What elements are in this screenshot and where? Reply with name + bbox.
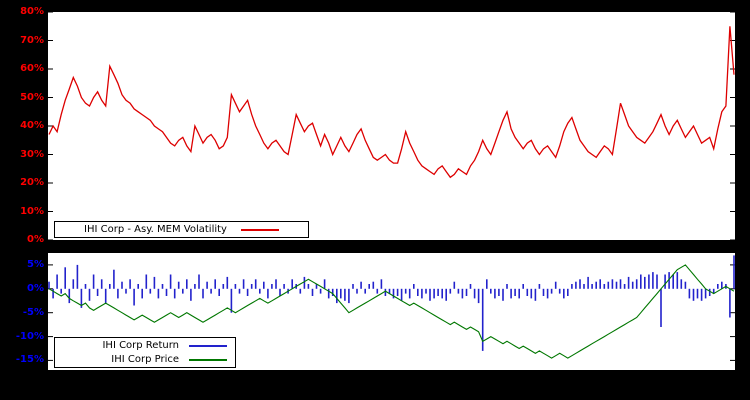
volatility-panel: 80% 70% 60% 50% 40% 30% 20% 10% 0% IHI Corp - As… bbox=[20, 6, 735, 245]
return-legend-label: IHI Corp Return bbox=[102, 340, 179, 351]
y-tick-label: 70% bbox=[20, 35, 44, 46]
y-tick-label: 20% bbox=[20, 177, 44, 188]
return-price-legend: IHI Corp Return IHI Corp Price bbox=[54, 337, 236, 368]
volatility-legend: IHI Corp - Asy. MEM Volatility bbox=[54, 221, 309, 238]
return-price-plot bbox=[48, 255, 735, 361]
volatility-legend-label: IHI Corp - Asy. MEM Volatility bbox=[84, 224, 227, 235]
y-tick-label: 0% bbox=[27, 283, 44, 294]
y-tick-label: 50% bbox=[20, 92, 44, 103]
y-tick-label: 30% bbox=[20, 149, 44, 160]
y-tick-label: -10% bbox=[15, 331, 44, 342]
y-tick-label: 40% bbox=[20, 120, 44, 131]
y-tick-label: 0% bbox=[27, 234, 44, 245]
return-price-y-axis: 5% 0% -5% -10% -15% bbox=[1, 253, 44, 370]
volatility-legend-line-sample bbox=[240, 228, 279, 231]
return-legend-line-sample bbox=[189, 344, 227, 347]
y-tick-label: 10% bbox=[20, 206, 44, 217]
volatility-y-axis: 80% 70% 60% 50% 40% 30% 20% 10% 0% bbox=[1, 6, 44, 245]
y-tick-label: -15% bbox=[15, 354, 44, 365]
price-legend-line-sample bbox=[189, 358, 227, 361]
y-tick-label: 80% bbox=[20, 6, 44, 17]
y-tick-label: -5% bbox=[22, 307, 44, 318]
volatility-plot bbox=[48, 12, 735, 240]
price-legend-label: IHI Corp Price bbox=[111, 354, 179, 365]
return-price-panel: 5% 0% -5% -10% -15% IHI Corp Return IHI Corp… bbox=[16, 253, 735, 370]
y-tick-label: 5% bbox=[27, 259, 44, 270]
y-tick-label: 60% bbox=[20, 63, 44, 74]
